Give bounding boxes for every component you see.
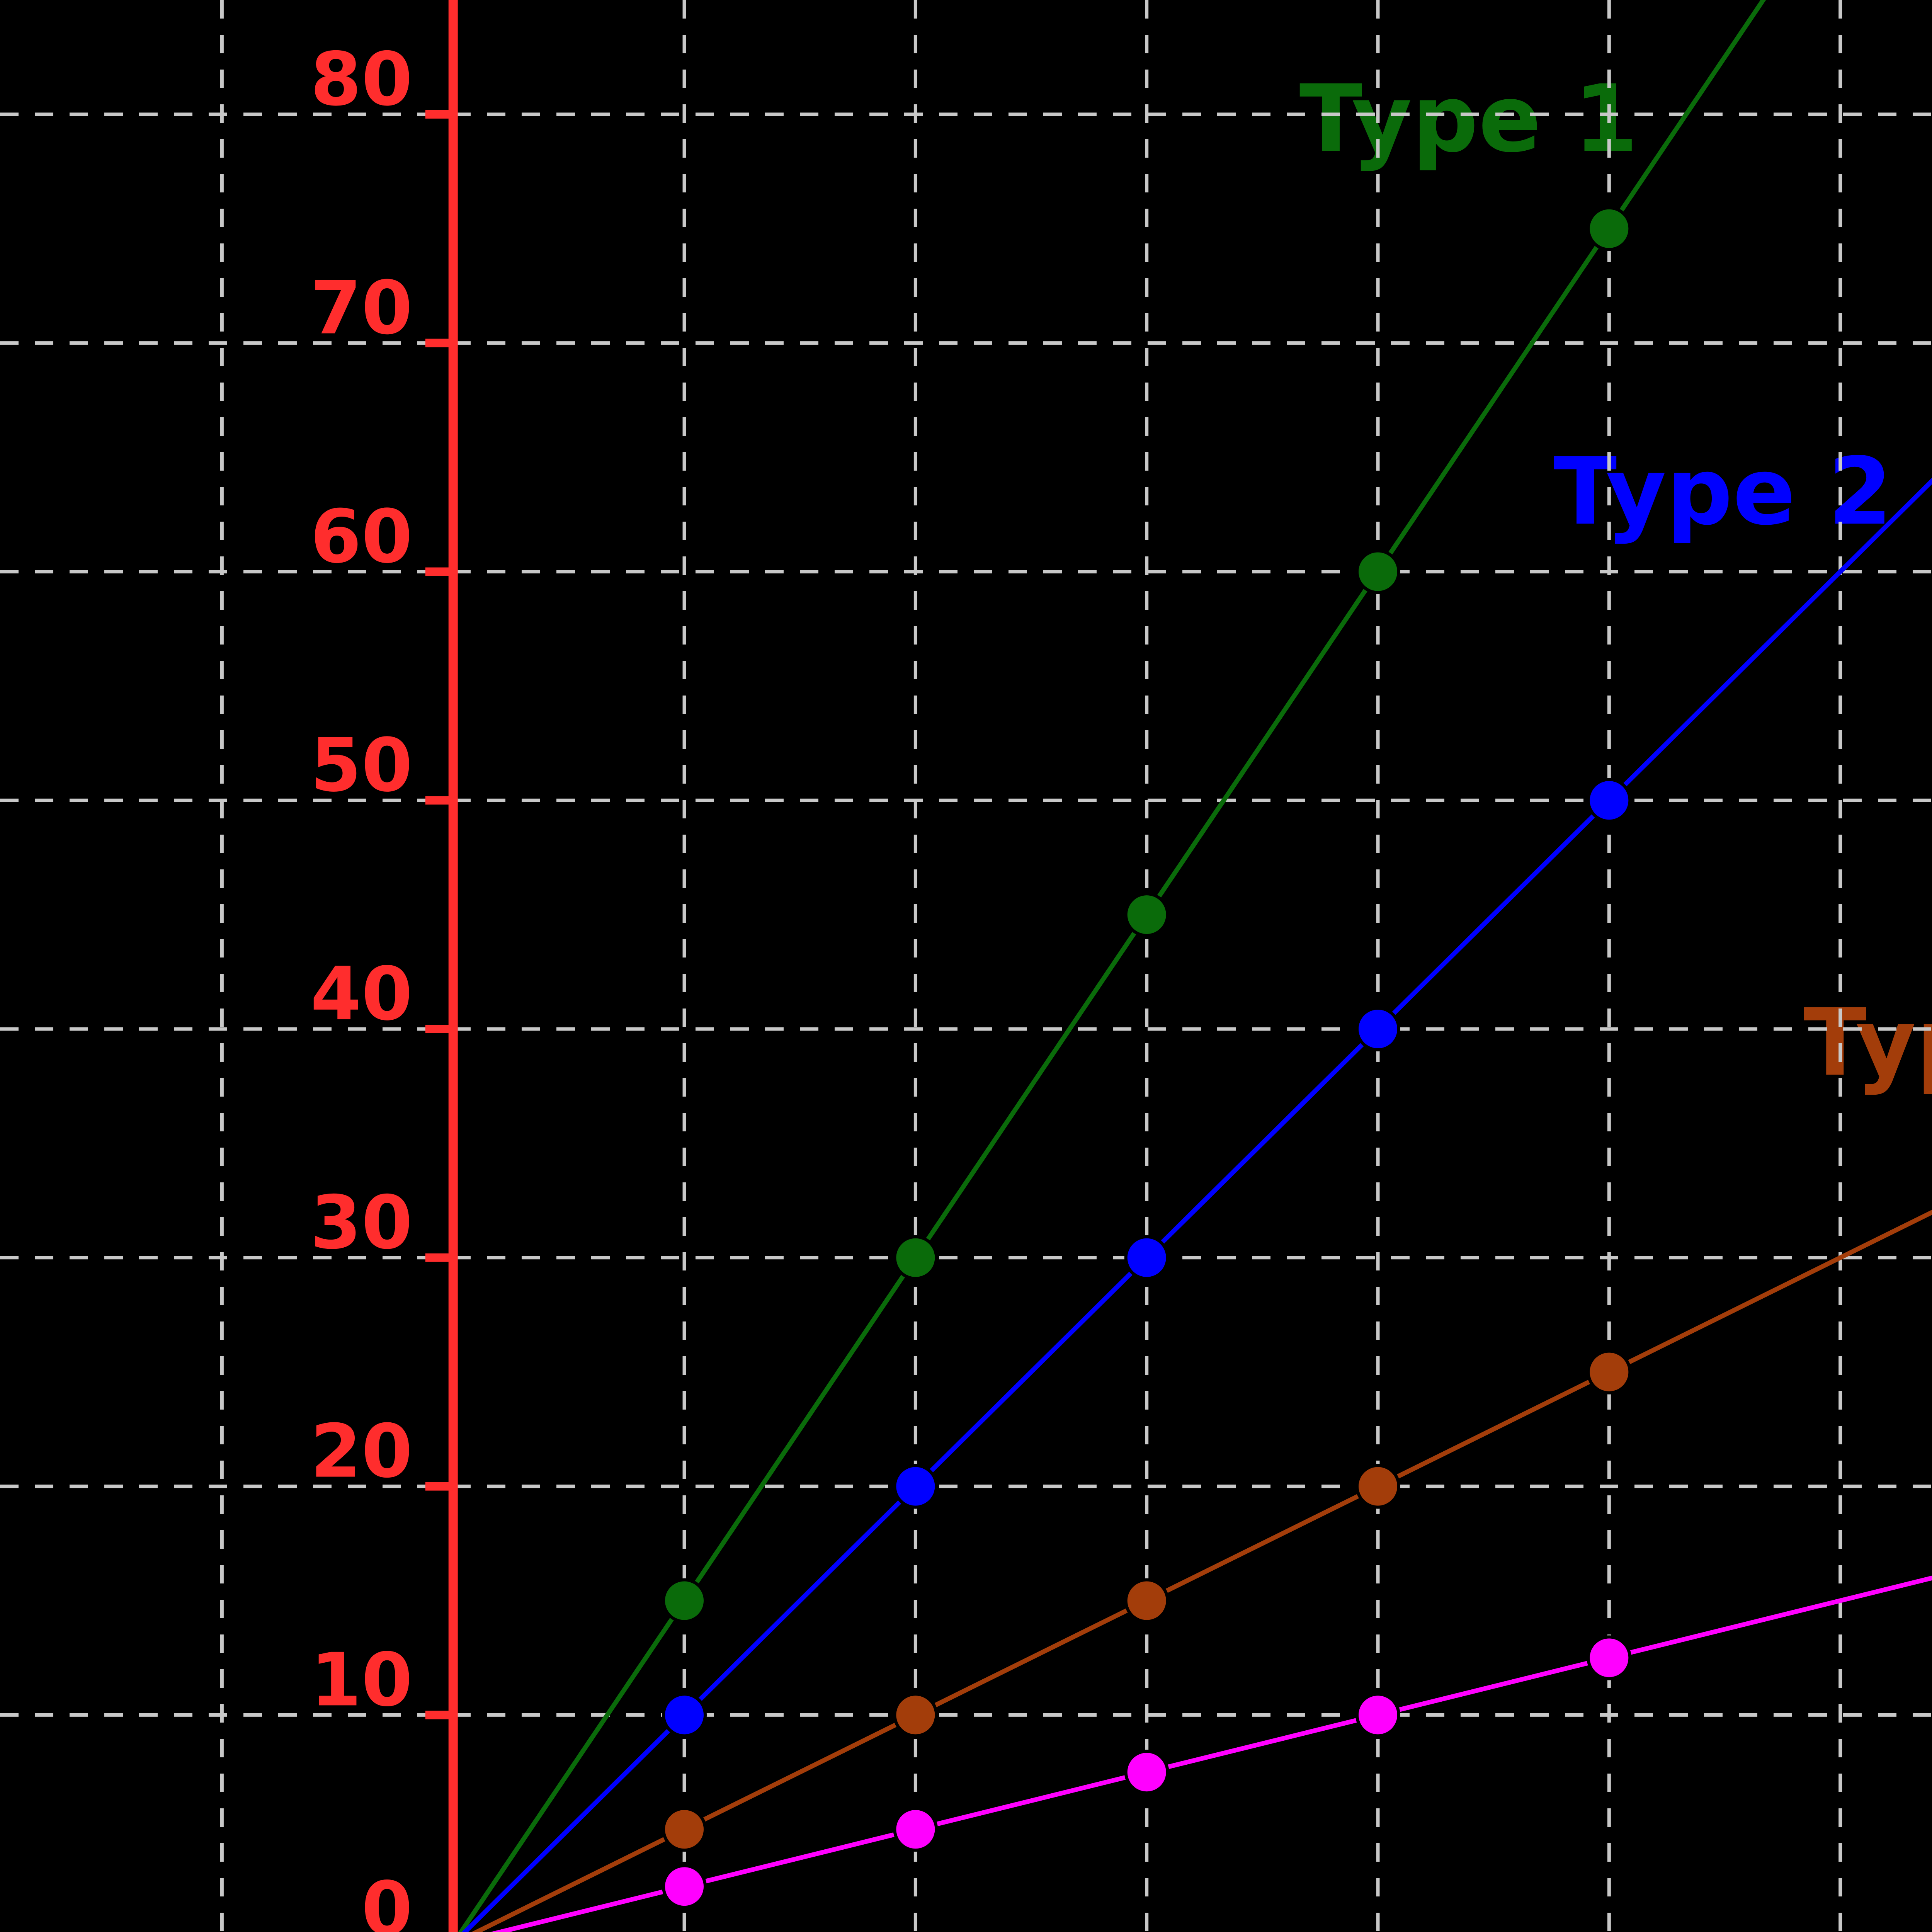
data-point-type-4-x10 — [893, 1807, 938, 1852]
data-point-type-2-x10 — [893, 1464, 938, 1509]
data-point-type-1-x5 — [662, 1578, 707, 1623]
y-tick-label-30: 30 — [310, 1180, 412, 1265]
data-point-type-1-x20 — [1355, 549, 1401, 594]
data-point-type-3-x25 — [1587, 1349, 1632, 1395]
data-point-type-3-x20 — [1355, 1464, 1401, 1509]
data-point-type-1-x25 — [1587, 206, 1632, 251]
data-point-type-2-x25 — [1587, 778, 1632, 823]
data-point-type-1-x15 — [1124, 892, 1169, 937]
data-point-type-3-x10 — [893, 1692, 938, 1738]
data-point-type-3-x15 — [1124, 1578, 1169, 1623]
data-point-type-2-x5 — [662, 1692, 707, 1738]
y-tick-label-20: 20 — [310, 1409, 412, 1494]
data-point-type-2-x20 — [1355, 1007, 1401, 1052]
data-point-type-4-x25 — [1587, 1635, 1632, 1680]
y-tick-label-10: 10 — [310, 1637, 412, 1723]
data-point-type-2-x15 — [1124, 1235, 1169, 1280]
data-point-type-3-x5 — [662, 1807, 707, 1852]
y-tick-label-70: 70 — [310, 265, 412, 351]
data-point-type-4-x20 — [1355, 1692, 1401, 1738]
y-tick-label-60: 60 — [310, 494, 412, 579]
data-point-type-1-x10 — [893, 1235, 938, 1280]
data-point-type-4-x5 — [662, 1864, 707, 1909]
y-tick-label-80: 80 — [310, 37, 412, 122]
y-tick-label-40: 40 — [310, 951, 412, 1037]
series-label-1: Type 1 — [1299, 65, 1638, 173]
series-label-3: Type 3 — [1803, 988, 1932, 1097]
data-point-type-4-x15 — [1124, 1750, 1169, 1795]
y-tick-label-50: 50 — [310, 723, 412, 808]
y-tick-label-0: 0 — [362, 1866, 413, 1932]
series-line-3 — [471, 1209, 1932, 1932]
series-line-4 — [490, 1575, 1932, 1932]
